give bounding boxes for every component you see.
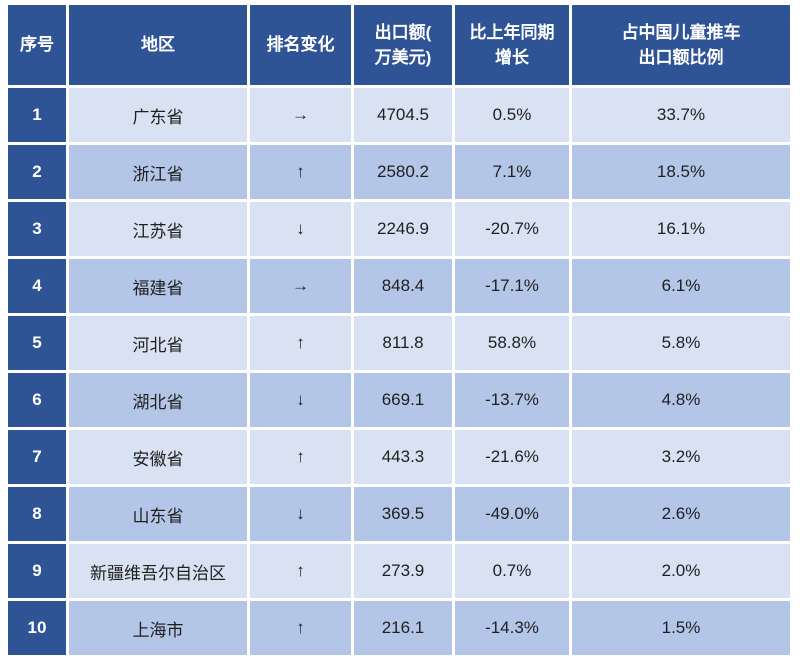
cell-region: 福建省 <box>69 259 247 313</box>
cell-export-value: 848.4 <box>354 259 452 313</box>
table-row: 9 新疆维吾尔自治区 ↑ 273.9 0.7% 2.0% <box>8 544 790 598</box>
cell-region: 广东省 <box>69 88 247 142</box>
cell-yoy-growth: -20.7% <box>455 202 569 256</box>
cell-share: 33.7% <box>572 88 790 142</box>
cell-rank-change-arrow: ↑ <box>250 316 351 370</box>
cell-share: 1.5% <box>572 601 790 655</box>
cell-yoy-growth: -13.7% <box>455 373 569 427</box>
cell-region: 新疆维吾尔自治区 <box>69 544 247 598</box>
cell-region: 安徽省 <box>69 430 247 484</box>
cell-export-value: 4704.5 <box>354 88 452 142</box>
cell-rank-no: 2 <box>8 145 66 199</box>
cell-yoy-growth: -17.1% <box>455 259 569 313</box>
table-row: 8 山东省 ↓ 369.5 -49.0% 2.6% <box>8 487 790 541</box>
cell-rank-no: 5 <box>8 316 66 370</box>
cell-region: 湖北省 <box>69 373 247 427</box>
cell-share: 6.1% <box>572 259 790 313</box>
cell-rank-change-arrow: ↓ <box>250 487 351 541</box>
cell-export-value: 443.3 <box>354 430 452 484</box>
cell-rank-no: 7 <box>8 430 66 484</box>
cell-region: 河北省 <box>69 316 247 370</box>
cell-rank-change-arrow: ↑ <box>250 145 351 199</box>
cell-rank-no: 9 <box>8 544 66 598</box>
cell-yoy-growth: 58.8% <box>455 316 569 370</box>
cell-rank-no: 6 <box>8 373 66 427</box>
cell-share: 18.5% <box>572 145 790 199</box>
table-row: 3 江苏省 ↓ 2246.9 -20.7% 16.1% <box>8 202 790 256</box>
cell-rank-no: 4 <box>8 259 66 313</box>
cell-rank-change-arrow: ↑ <box>250 601 351 655</box>
column-header-share: 占中国儿童推车 出口额比例 <box>572 5 790 85</box>
cell-rank-no: 3 <box>8 202 66 256</box>
cell-share: 4.8% <box>572 373 790 427</box>
cell-share: 16.1% <box>572 202 790 256</box>
table-row: 5 河北省 ↑ 811.8 58.8% 5.8% <box>8 316 790 370</box>
cell-share: 5.8% <box>572 316 790 370</box>
cell-export-value: 669.1 <box>354 373 452 427</box>
cell-yoy-growth: 0.5% <box>455 88 569 142</box>
cell-yoy-growth: 0.7% <box>455 544 569 598</box>
column-header-rank-change: 排名变化 <box>250 5 351 85</box>
cell-rank-change-arrow: ↓ <box>250 373 351 427</box>
cell-export-value: 369.5 <box>354 487 452 541</box>
column-header-rank-no: 序号 <box>8 5 66 85</box>
table-row: 1 广东省 → 4704.5 0.5% 33.7% <box>8 88 790 142</box>
cell-rank-change-arrow: ↓ <box>250 202 351 256</box>
cell-yoy-growth: 7.1% <box>455 145 569 199</box>
cell-yoy-growth: -49.0% <box>455 487 569 541</box>
cell-export-value: 216.1 <box>354 601 452 655</box>
cell-rank-change-arrow: → <box>250 259 351 313</box>
column-header-export-value: 出口额( 万美元) <box>354 5 452 85</box>
cell-export-value: 2246.9 <box>354 202 452 256</box>
column-header-yoy-growth: 比上年同期 增长 <box>455 5 569 85</box>
cell-rank-change-arrow: → <box>250 88 351 142</box>
cell-share: 2.0% <box>572 544 790 598</box>
cell-yoy-growth: -14.3% <box>455 601 569 655</box>
cell-export-value: 273.9 <box>354 544 452 598</box>
cell-rank-no: 10 <box>8 601 66 655</box>
cell-share: 3.2% <box>572 430 790 484</box>
cell-export-value: 2580.2 <box>354 145 452 199</box>
header-row: 序号 地区 排名变化 出口额( 万美元) 比上年同期 增长 占中国儿童推车 出口… <box>8 5 790 85</box>
table-row: 4 福建省 → 848.4 -17.1% 6.1% <box>8 259 790 313</box>
cell-yoy-growth: -21.6% <box>455 430 569 484</box>
column-header-region: 地区 <box>69 5 247 85</box>
cell-rank-change-arrow: ↑ <box>250 544 351 598</box>
table-row: 6 湖北省 ↓ 669.1 -13.7% 4.8% <box>8 373 790 427</box>
cell-rank-no: 8 <box>8 487 66 541</box>
cell-region: 山东省 <box>69 487 247 541</box>
table-row: 7 安徽省 ↑ 443.3 -21.6% 3.2% <box>8 430 790 484</box>
cell-region: 江苏省 <box>69 202 247 256</box>
cell-export-value: 811.8 <box>354 316 452 370</box>
cell-region: 浙江省 <box>69 145 247 199</box>
cell-rank-change-arrow: ↑ <box>250 430 351 484</box>
table-row: 2 浙江省 ↑ 2580.2 7.1% 18.5% <box>8 145 790 199</box>
table-row: 10 上海市 ↑ 216.1 -14.3% 1.5% <box>8 601 790 655</box>
cell-region: 上海市 <box>69 601 247 655</box>
cell-rank-no: 1 <box>8 88 66 142</box>
export-ranking-table: 序号 地区 排名变化 出口额( 万美元) 比上年同期 增长 占中国儿童推车 出口… <box>5 2 793 658</box>
cell-share: 2.6% <box>572 487 790 541</box>
